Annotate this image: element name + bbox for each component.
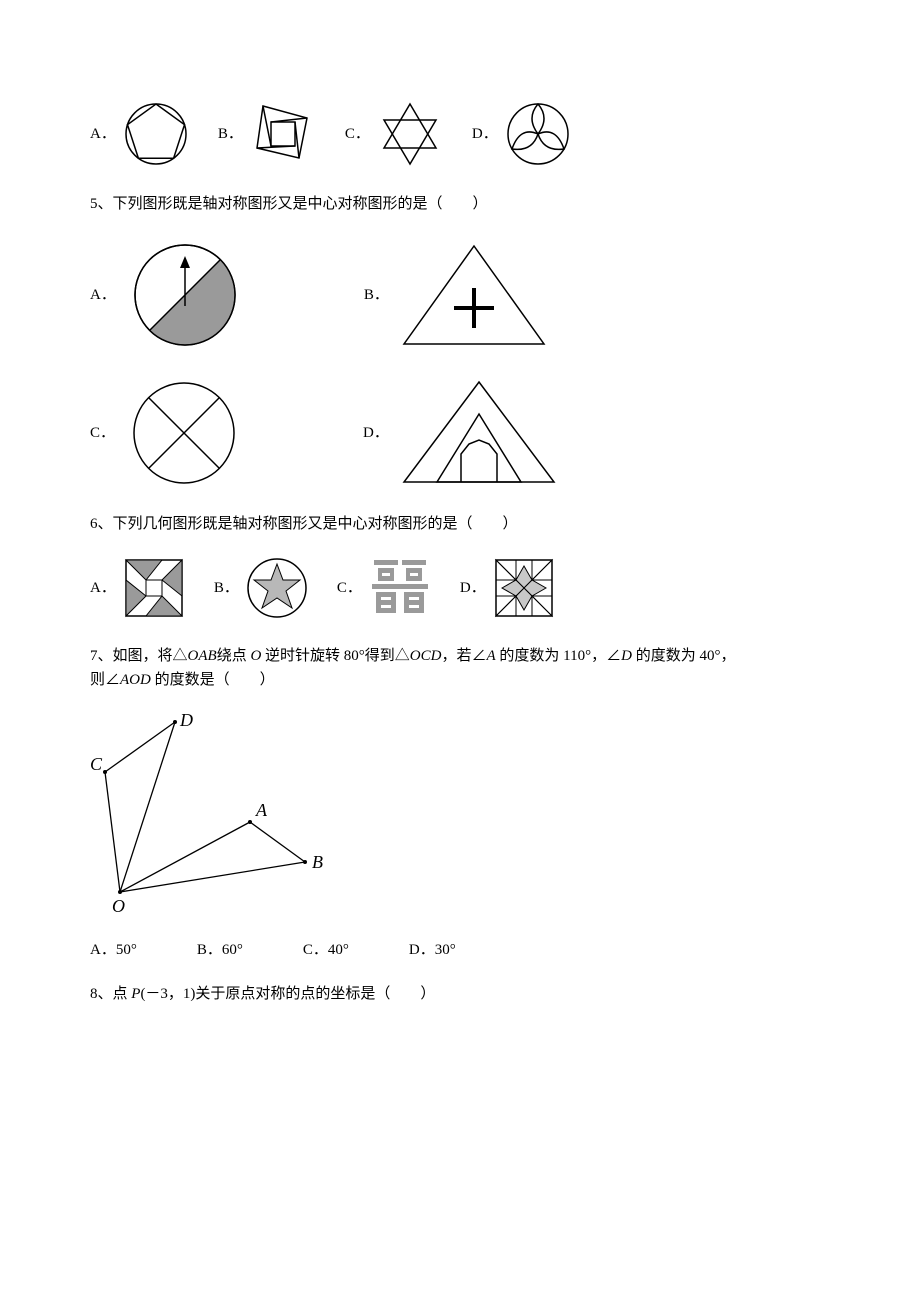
label-O: O bbox=[112, 896, 125, 916]
trefoil-in-circle-icon bbox=[504, 100, 572, 168]
circle-x-icon bbox=[125, 374, 243, 492]
q5-text: 5、下列图形既是轴对称图形又是中心对称图形的是（ ） bbox=[90, 192, 830, 216]
q7-t6: 的度数为 40°， bbox=[636, 648, 736, 664]
q7-d: D bbox=[621, 648, 632, 664]
q7-t1: 7、如图，将△ bbox=[90, 648, 188, 664]
pinwheel-square-icon bbox=[122, 556, 186, 620]
q7-o: O bbox=[250, 648, 261, 664]
q4-option-c: C． bbox=[345, 100, 444, 168]
q7-oab: OAB bbox=[188, 648, 217, 664]
q7-t8: 的度数是（ ） bbox=[155, 672, 275, 688]
nested-triangle-house-icon bbox=[399, 374, 559, 492]
q5-b-label: B． bbox=[364, 283, 389, 307]
q7-t4: ，若∠ bbox=[441, 648, 486, 664]
q4-c-label: C． bbox=[345, 122, 370, 146]
q7-text: 7、如图，将△OAB绕点 O 逆时针旋转 80°得到△OCD，若∠A 的度数为 … bbox=[90, 644, 830, 692]
pentagon-in-circle-icon bbox=[122, 100, 190, 168]
double-happiness-icon bbox=[368, 556, 432, 620]
q8-text: 8、点 P(－3，1)关于原点对称的点的坐标是（ ） bbox=[90, 982, 830, 1006]
q5-row1: A． B． bbox=[90, 236, 830, 354]
q7-opt-a: A．50° bbox=[90, 938, 137, 962]
q7-t5: 的度数为 110°，∠ bbox=[499, 648, 621, 664]
q4-b-label: B． bbox=[218, 122, 243, 146]
label-B: B bbox=[312, 852, 323, 872]
q5-row2: C． D． bbox=[90, 374, 830, 492]
q7-opt-b: B．60° bbox=[197, 938, 243, 962]
q5-option-d: D． bbox=[363, 374, 559, 492]
q6-text: 6、下列几何图形既是轴对称图形又是中心对称图形的是（ ） bbox=[90, 512, 830, 536]
q6-d-label: D． bbox=[460, 576, 486, 600]
q7-opt-c: C．40° bbox=[303, 938, 349, 962]
q6-option-d: D． bbox=[460, 556, 556, 620]
half-shaded-circle-arrow-icon bbox=[126, 236, 244, 354]
q7-t3: 逆时针旋转 80°得到△ bbox=[265, 648, 410, 664]
rotation-diagram-icon: O A B C D bbox=[90, 712, 340, 922]
q6-option-c: C． bbox=[337, 556, 432, 620]
q5-option-c: C． bbox=[90, 374, 243, 492]
q4-d-label: D． bbox=[472, 122, 498, 146]
q5-d-label: D． bbox=[363, 421, 389, 445]
q7-a: A bbox=[486, 648, 495, 664]
flower-pattern-square-icon bbox=[492, 556, 556, 620]
q4-options-row: A． B． C． D． bbox=[90, 100, 830, 168]
q8-t1: 8、点 bbox=[90, 986, 128, 1002]
q5-a-label: A． bbox=[90, 283, 116, 307]
q6-option-a: A． bbox=[90, 556, 186, 620]
q4-option-b: B． bbox=[218, 100, 317, 168]
q6-options-row: A． B． C． bbox=[90, 556, 830, 620]
q4-option-d: D． bbox=[472, 100, 572, 168]
star-in-circle-icon bbox=[245, 556, 309, 620]
q5-option-a: A． bbox=[90, 236, 244, 354]
q7-t7: 则∠ bbox=[90, 672, 120, 688]
q4-option-a: A． bbox=[90, 100, 190, 168]
label-A: A bbox=[255, 800, 268, 820]
q7-opt-d: D．30° bbox=[409, 938, 456, 962]
triangle-plus-icon bbox=[399, 236, 549, 354]
q7-aod: AOD bbox=[120, 672, 151, 688]
q6-option-b: B． bbox=[214, 556, 309, 620]
star-of-david-icon bbox=[376, 100, 444, 168]
q8-t2: (－3，1)关于原点对称的点的坐标是（ ） bbox=[140, 986, 435, 1002]
label-D: D bbox=[179, 712, 193, 730]
q5-option-b: B． bbox=[364, 236, 549, 354]
label-C: C bbox=[90, 754, 103, 774]
q4-a-label: A． bbox=[90, 122, 116, 146]
q6-b-label: B． bbox=[214, 576, 239, 600]
rotated-squares-icon bbox=[249, 100, 317, 168]
q7-ocd: OCD bbox=[410, 648, 442, 664]
q6-a-label: A． bbox=[90, 576, 116, 600]
q7-diagram: O A B C D bbox=[90, 712, 830, 922]
q5-c-label: C． bbox=[90, 421, 115, 445]
q6-c-label: C． bbox=[337, 576, 362, 600]
q7-answers: A．50° B．60° C．40° D．30° bbox=[90, 938, 830, 962]
q7-t2: 绕点 bbox=[217, 648, 247, 664]
